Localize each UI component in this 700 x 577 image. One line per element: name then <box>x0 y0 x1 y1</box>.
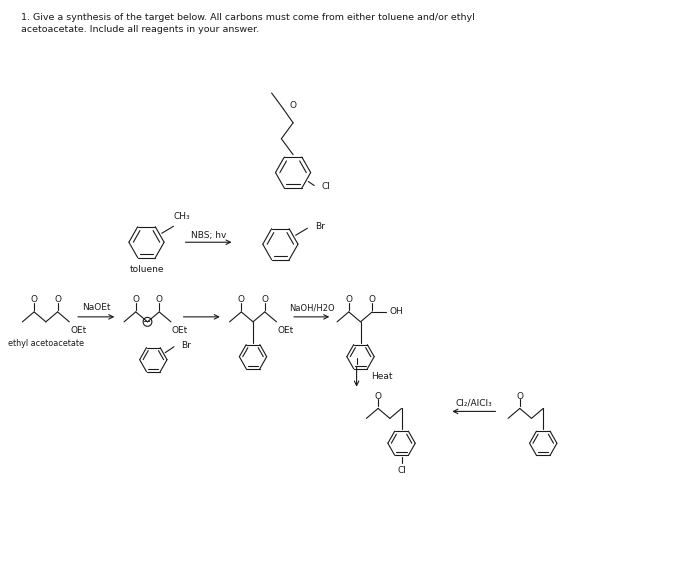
Text: O: O <box>261 295 268 305</box>
Text: O: O <box>345 295 352 305</box>
Text: Cl: Cl <box>322 182 331 191</box>
Text: −: − <box>144 317 151 327</box>
Text: OEt: OEt <box>172 327 188 335</box>
Text: NaOEt: NaOEt <box>83 304 111 312</box>
Text: Cl₂/AlCl₃: Cl₂/AlCl₃ <box>456 399 492 408</box>
Text: OH: OH <box>390 308 404 316</box>
Text: ethyl acetoacetate: ethyl acetoacetate <box>8 339 84 349</box>
Text: O: O <box>369 295 376 305</box>
Text: Heat: Heat <box>371 372 393 381</box>
Text: NBS; hv: NBS; hv <box>191 231 227 240</box>
Text: O: O <box>54 295 61 305</box>
Text: OEt: OEt <box>277 327 294 335</box>
Text: O: O <box>374 392 382 401</box>
Text: O: O <box>238 295 245 305</box>
Text: O: O <box>517 392 524 401</box>
Text: O: O <box>155 295 162 305</box>
Text: toluene: toluene <box>130 265 164 273</box>
Text: O: O <box>132 295 139 305</box>
Text: NaOH/H2O: NaOH/H2O <box>289 304 335 312</box>
Text: 1. Give a synthesis of the target below. All carbons must come from either tolue: 1. Give a synthesis of the target below.… <box>22 13 475 34</box>
Text: OEt: OEt <box>70 327 87 335</box>
Text: Cl: Cl <box>397 466 406 475</box>
Text: Br: Br <box>315 222 325 231</box>
Text: Br: Br <box>181 341 190 350</box>
Text: CH₃: CH₃ <box>174 212 190 222</box>
Text: O: O <box>289 102 296 110</box>
Text: O: O <box>31 295 38 305</box>
